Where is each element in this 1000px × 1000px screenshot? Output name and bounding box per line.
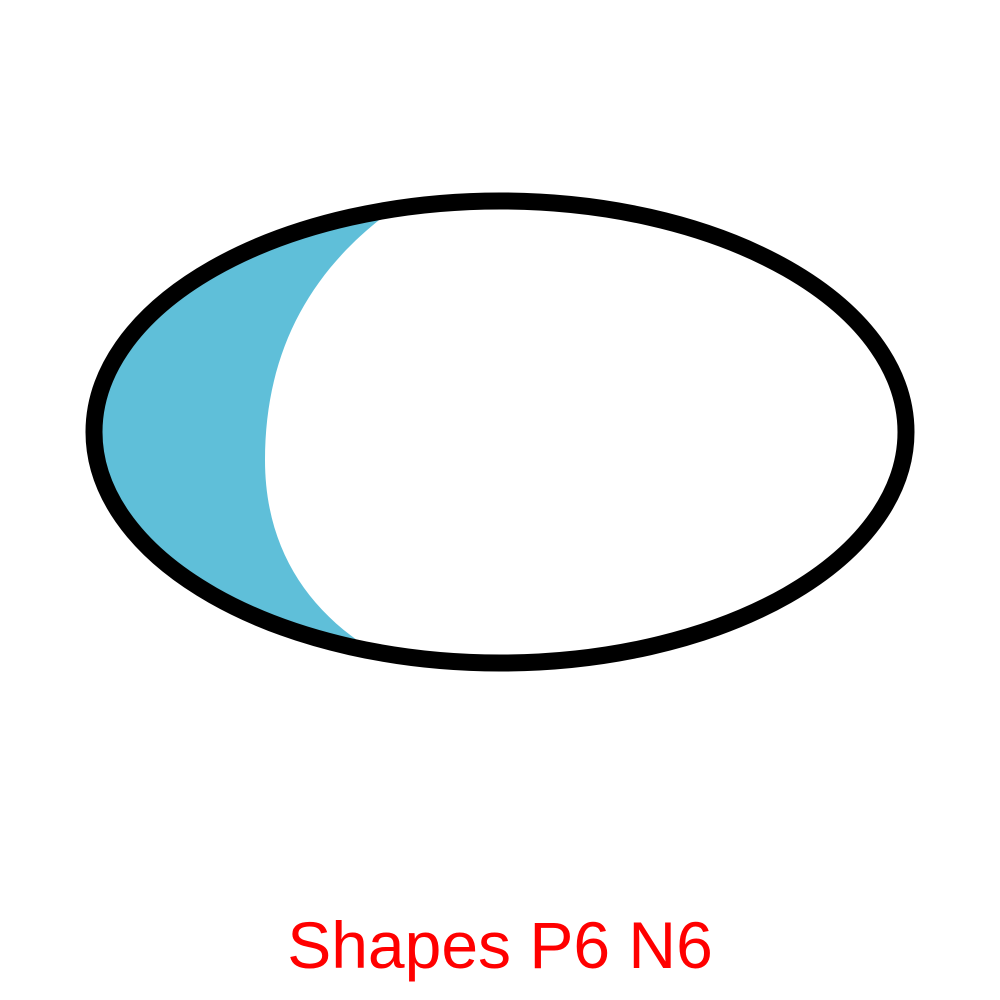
figure-caption: Shapes P6 N6	[287, 908, 713, 982]
outer-ellipse-outline	[85, 192, 915, 672]
